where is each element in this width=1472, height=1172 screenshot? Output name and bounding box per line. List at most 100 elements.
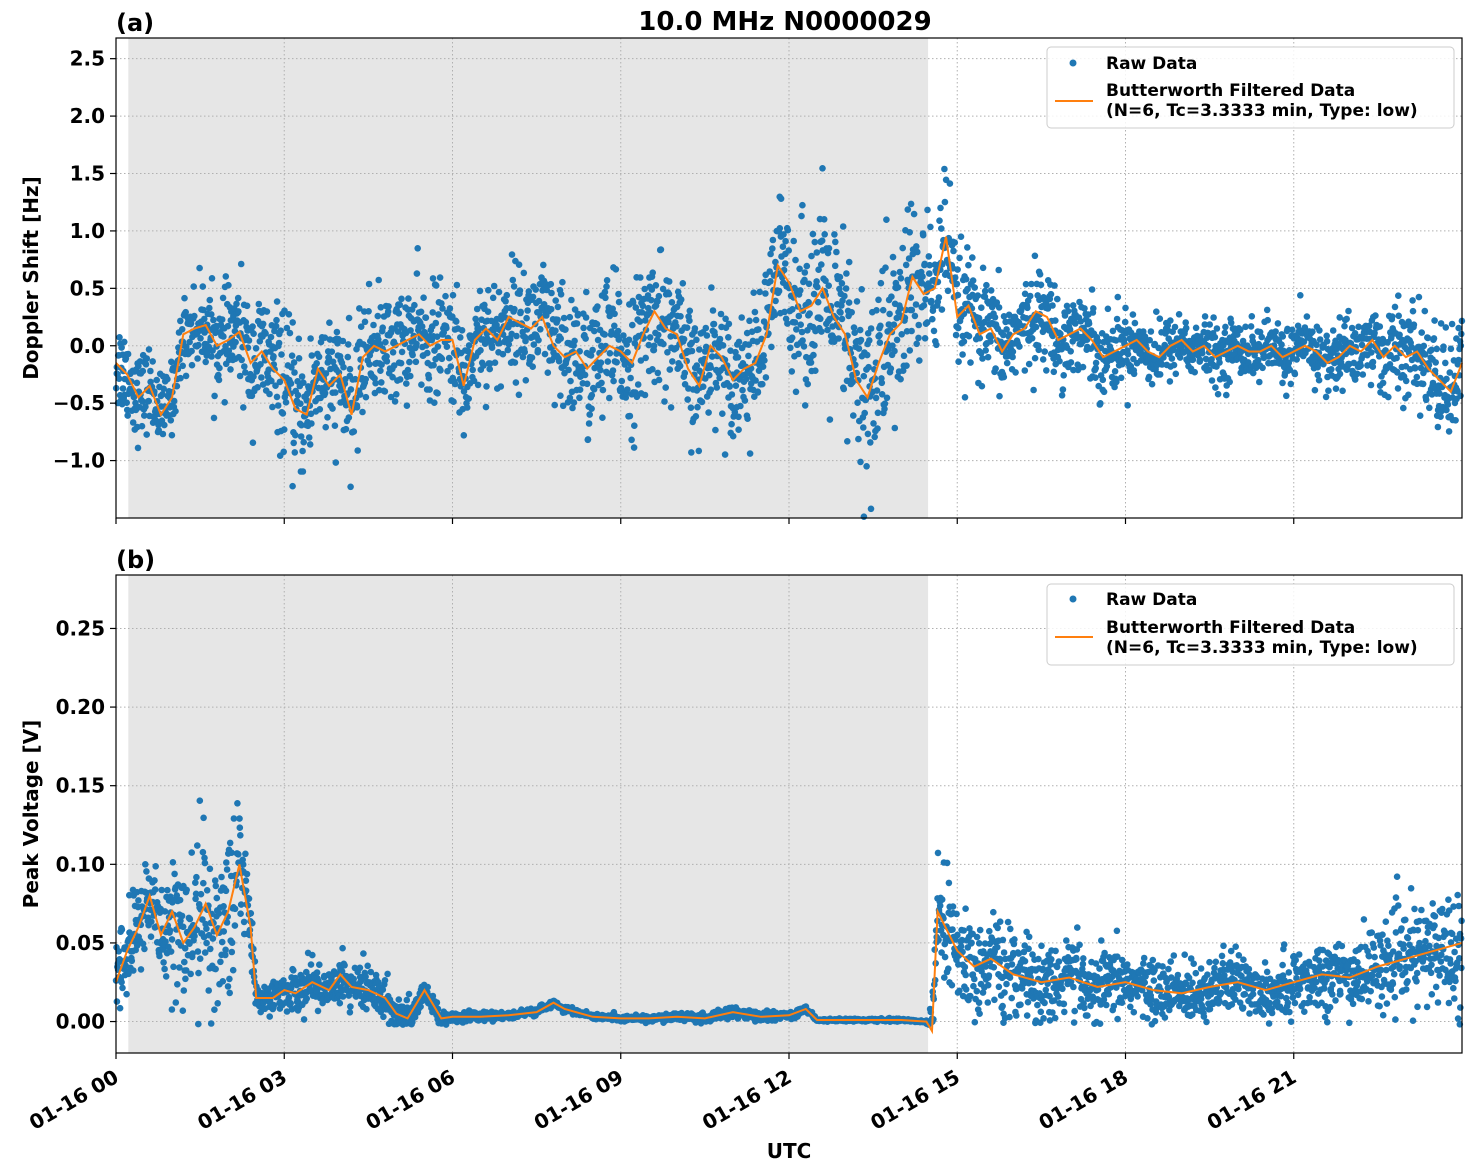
raw-data-point bbox=[177, 317, 184, 325]
raw-data-point bbox=[860, 372, 868, 380]
shaded-interval-b bbox=[128, 575, 929, 1053]
raw-data-point bbox=[755, 367, 763, 375]
raw-data-point bbox=[836, 273, 844, 281]
raw-data-point bbox=[1359, 371, 1367, 378]
raw-data-point bbox=[445, 354, 453, 362]
raw-data-point bbox=[806, 310, 813, 317]
raw-data-point bbox=[719, 410, 726, 418]
raw-data-point bbox=[625, 336, 633, 344]
raw-data-point bbox=[906, 229, 913, 236]
raw-data-point bbox=[654, 298, 661, 305]
raw-data-point bbox=[340, 363, 347, 371]
raw-data-point bbox=[775, 287, 783, 295]
raw-data-point bbox=[420, 294, 427, 302]
raw-data-point bbox=[982, 347, 989, 354]
raw-data-point bbox=[160, 959, 167, 966]
raw-data-point bbox=[227, 366, 234, 373]
raw-data-point bbox=[298, 373, 306, 380]
raw-data-point bbox=[1031, 354, 1039, 362]
raw-data-point bbox=[262, 330, 269, 337]
raw-data-point bbox=[489, 294, 497, 302]
raw-data-point bbox=[1028, 335, 1036, 342]
raw-data-point bbox=[937, 204, 944, 212]
raw-data-point bbox=[1416, 412, 1424, 420]
raw-data-point bbox=[648, 296, 655, 304]
raw-data-point bbox=[855, 345, 863, 352]
raw-data-point bbox=[954, 266, 961, 273]
raw-data-point bbox=[300, 438, 308, 446]
raw-data-point bbox=[896, 305, 904, 312]
raw-data-point bbox=[418, 323, 426, 330]
y-tick-label: 2.5 bbox=[70, 47, 105, 71]
raw-data-point bbox=[914, 248, 921, 256]
raw-data-point bbox=[1156, 315, 1164, 323]
raw-data-point bbox=[767, 278, 774, 285]
raw-data-point bbox=[617, 384, 625, 392]
raw-data-point bbox=[735, 413, 742, 421]
raw-data-point bbox=[1351, 376, 1359, 383]
raw-data-point bbox=[288, 364, 295, 371]
raw-data-point bbox=[585, 420, 593, 427]
raw-data-point bbox=[665, 318, 672, 326]
raw-data-point bbox=[222, 273, 230, 280]
raw-data-point bbox=[394, 328, 402, 335]
raw-data-point bbox=[954, 291, 962, 299]
raw-data-point bbox=[648, 286, 656, 293]
raw-data-point bbox=[860, 424, 867, 431]
raw-data-point bbox=[236, 815, 243, 822]
raw-data-point bbox=[124, 350, 132, 358]
raw-data-point bbox=[837, 309, 844, 316]
raw-data-point bbox=[215, 910, 223, 917]
raw-data-point bbox=[510, 283, 518, 290]
raw-data-point bbox=[194, 355, 201, 362]
raw-data-point bbox=[927, 223, 934, 231]
raw-data-point bbox=[711, 331, 718, 339]
raw-data-point bbox=[300, 379, 307, 387]
raw-data-point bbox=[169, 859, 177, 866]
raw-data-point bbox=[1323, 338, 1331, 345]
raw-data-point bbox=[347, 386, 355, 393]
raw-data-point bbox=[1036, 271, 1044, 278]
raw-data-point bbox=[857, 458, 864, 466]
raw-data-point bbox=[360, 950, 367, 957]
raw-data-point bbox=[976, 334, 984, 342]
raw-data-point bbox=[799, 337, 806, 344]
raw-data-point bbox=[339, 337, 347, 345]
raw-data-point bbox=[176, 896, 184, 904]
raw-data-point bbox=[134, 444, 142, 452]
raw-data-point bbox=[610, 377, 617, 385]
raw-data-scatter-a bbox=[112, 165, 1466, 520]
raw-data-point bbox=[911, 312, 919, 320]
raw-data-point bbox=[882, 264, 889, 272]
raw-data-point bbox=[667, 404, 675, 411]
raw-data-point bbox=[1049, 302, 1056, 309]
raw-data-point bbox=[180, 987, 188, 994]
raw-data-point bbox=[365, 280, 373, 288]
raw-data-point bbox=[594, 336, 602, 344]
raw-data-point bbox=[657, 246, 665, 253]
raw-data-point bbox=[199, 848, 207, 856]
raw-data-point bbox=[1026, 292, 1034, 300]
raw-data-point bbox=[321, 334, 329, 342]
raw-data-point bbox=[162, 973, 170, 980]
raw-data-point bbox=[866, 337, 873, 344]
raw-data-point bbox=[1211, 333, 1219, 341]
raw-data-point bbox=[746, 450, 754, 457]
raw-data-point bbox=[1090, 305, 1097, 312]
raw-data-point bbox=[397, 359, 405, 367]
raw-data-point bbox=[706, 371, 713, 379]
raw-data-point bbox=[305, 434, 313, 441]
raw-data-point bbox=[785, 247, 792, 254]
raw-data-point bbox=[321, 389, 329, 397]
raw-data-point bbox=[291, 449, 299, 456]
raw-data-point bbox=[339, 993, 347, 1000]
raw-data-point bbox=[220, 928, 228, 935]
raw-data-point bbox=[396, 376, 404, 383]
raw-data-point bbox=[218, 938, 226, 946]
shaded-interval-a bbox=[128, 38, 929, 518]
raw-data-point bbox=[143, 431, 150, 438]
raw-data-point bbox=[204, 348, 211, 356]
raw-data-point bbox=[1242, 323, 1249, 331]
raw-data-point bbox=[332, 389, 339, 396]
raw-data-point bbox=[886, 310, 893, 318]
